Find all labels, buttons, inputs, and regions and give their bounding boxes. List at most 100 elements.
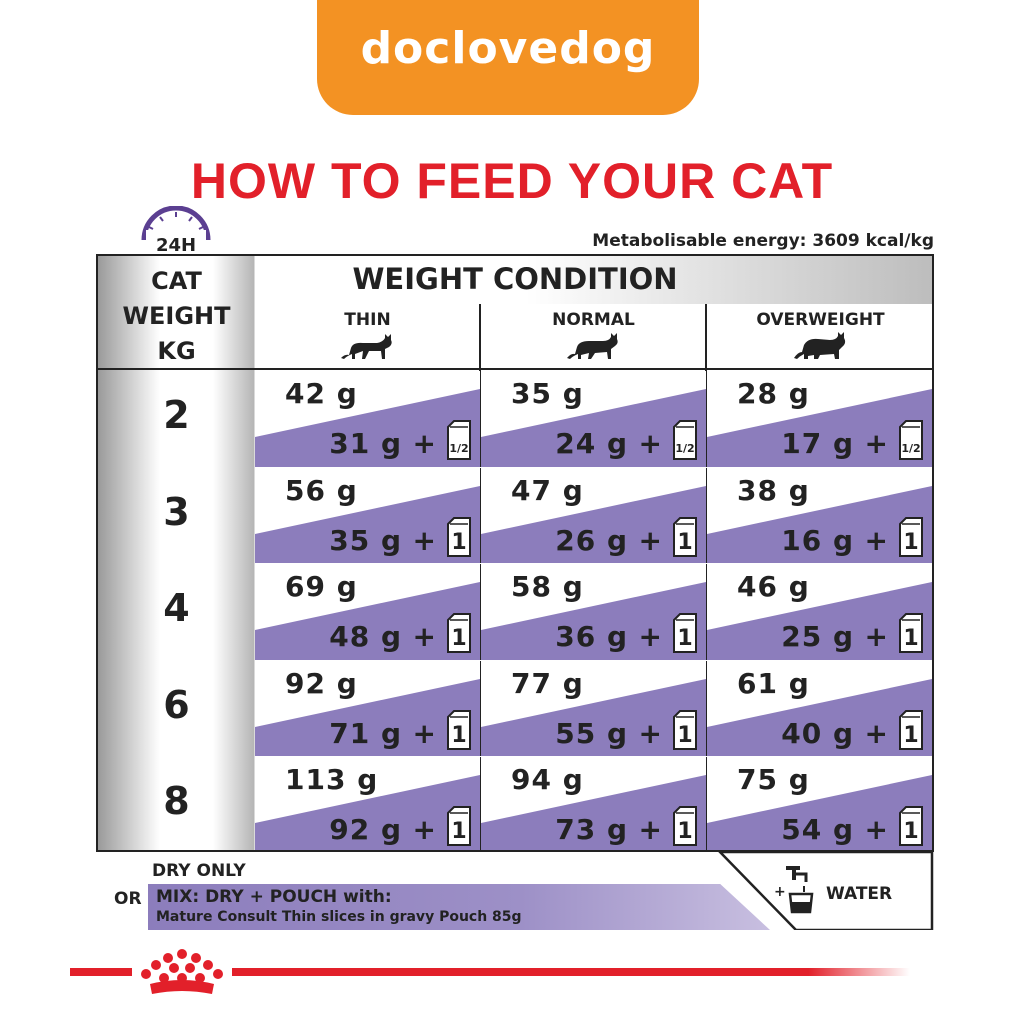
svg-text:1: 1 [903, 723, 918, 748]
svg-text:1/2: 1/2 [675, 442, 694, 455]
svg-text:1/2: 1/2 [901, 442, 920, 455]
legend-mix: MIX: DRY + POUCH with: Mature Consult Th… [148, 884, 770, 930]
water-box: + [718, 852, 934, 930]
mix-dry-amount: 25 g [781, 620, 854, 653]
feeding-cell: 56 g 35 g +1 [255, 467, 480, 564]
feeding-cell: 28 g 17 g +1/2 [707, 371, 932, 467]
svg-text:1: 1 [451, 819, 466, 844]
mix-wedge [255, 582, 480, 660]
feeding-cell: 92 g 71 g +1 [255, 660, 480, 757]
row-divider [255, 756, 932, 757]
plus-sign: + [638, 813, 662, 846]
feeding-table: WEIGHT CONDITION CAT WEIGHT KG THIN NORM… [96, 254, 934, 852]
feeding-cell: 77 g 55 g +1 [481, 660, 706, 757]
plus-sign: + [412, 620, 436, 653]
svg-text:1: 1 [451, 723, 466, 748]
page-title: HOW TO FEED YOUR CAT [190, 153, 834, 209]
dry-only-amount: 77 g [511, 666, 584, 700]
feeding-cell: 75 g 54 g +1 [707, 757, 932, 850]
svg-text:1: 1 [451, 530, 466, 555]
cat-weight-value: 6 [163, 682, 190, 727]
mix-wedge [481, 582, 706, 660]
svg-text:1: 1 [677, 819, 692, 844]
column-overweight: OVERWEIGHT [708, 304, 932, 368]
feeding-cell: 94 g 73 g +1 [481, 757, 706, 850]
mix-wedge [707, 678, 932, 757]
mix-dry-amount: 55 g [555, 716, 628, 750]
mix-dry-amount: 40 g [781, 716, 854, 750]
cat-weight-value: 2 [163, 393, 190, 437]
royal-canin-crown-logo [70, 949, 910, 994]
plus-sign: + [864, 813, 888, 846]
plus-sign: + [412, 427, 436, 460]
svg-text:1: 1 [677, 626, 692, 651]
plus-sign: + [638, 716, 662, 750]
dry-only-amount: 69 g [285, 570, 358, 603]
dry-only-amount: 94 g [511, 763, 584, 796]
mix-dry-amount: 16 g [781, 523, 854, 557]
column-thin: THIN [255, 304, 480, 368]
mix-dry-amount: 26 g [555, 523, 628, 557]
thin-cat-icon [340, 334, 392, 359]
brand-name: doclovedog [360, 23, 656, 74]
cat-weight-value: 8 [163, 779, 190, 823]
pouch-icon: 1 [447, 516, 471, 557]
row-divider [255, 659, 932, 661]
feeding-cell: 46 g 25 g +1 [707, 564, 932, 660]
legend-mix-line2: Mature Consult Thin slices in gravy Pouc… [156, 909, 522, 925]
dry-only-amount: 38 g [737, 473, 810, 507]
normal-cat-icon [566, 333, 618, 359]
pouch-icon: 1 [673, 806, 697, 846]
row-divider [255, 563, 932, 564]
dry-only-amount: 61 g [737, 666, 810, 700]
mix-wedge [707, 582, 932, 660]
dry-only-amount: 113 g [285, 763, 379, 796]
divider [98, 368, 932, 370]
mix-dry-amount: 31 g [329, 427, 402, 460]
metabolisable-energy: Metabolisable energy: 3609 kcal/kg [592, 231, 934, 251]
column-normal: NORMAL [481, 304, 706, 368]
weight-condition-band [255, 256, 932, 304]
pouch-icon: 1 [673, 613, 697, 653]
dry-only-amount: 75 g [737, 763, 810, 796]
dry-only-amount: 47 g [511, 473, 584, 507]
divider [705, 304, 707, 850]
plus-sign: + [412, 813, 436, 846]
clock-24h-icon: 24H [141, 206, 211, 256]
pouch-icon: 1 [673, 709, 697, 750]
mix-wedge [707, 485, 932, 564]
feeding-cell: 42 g 31 g +1/2 [255, 371, 480, 467]
svg-text:1/2: 1/2 [449, 442, 468, 455]
pouch-icon: 1 [899, 806, 923, 846]
plus-sign: + [412, 523, 436, 557]
cat-weight-value: 3 [163, 489, 190, 534]
mix-dry-amount: 92 g [329, 813, 402, 846]
weight-condition-heading: WEIGHT CONDITION [352, 262, 678, 296]
dry-only-amount: 56 g [285, 473, 358, 507]
pouch-icon: 1 [447, 806, 471, 846]
pouch-icon: 1/2 [899, 420, 923, 460]
plus-sign: + [864, 427, 888, 460]
svg-text:1: 1 [677, 723, 692, 748]
feeding-cell: 113 g 92 g +1 [255, 757, 480, 850]
svg-text:24H: 24H [156, 235, 196, 256]
mix-dry-amount: 35 g [329, 523, 402, 557]
legend-dry-only: DRY ONLY [152, 861, 246, 881]
plus-sign: + [638, 620, 662, 653]
feeding-cell: 38 g 16 g +1 [707, 467, 932, 564]
plus-sign: + [864, 523, 888, 557]
feeding-cell: 35 g 24 g +1/2 [481, 371, 706, 467]
plus-sign: + [412, 716, 436, 750]
feeding-cell: 47 g 26 g +1 [481, 467, 706, 564]
mix-wedge [481, 389, 706, 467]
mix-dry-amount: 17 g [781, 427, 854, 460]
pouch-icon: 1 [899, 516, 923, 557]
cat-weight-value: 4 [163, 586, 190, 630]
mix-dry-amount: 73 g [555, 813, 628, 846]
pouch-icon: 1 [673, 516, 697, 557]
dry-only-amount: 42 g [285, 377, 358, 410]
mix-dry-amount: 54 g [781, 813, 854, 846]
svg-text:1: 1 [903, 626, 918, 651]
legend-water: WATER [826, 884, 893, 904]
feeding-cell: 58 g 36 g +1 [481, 564, 706, 660]
